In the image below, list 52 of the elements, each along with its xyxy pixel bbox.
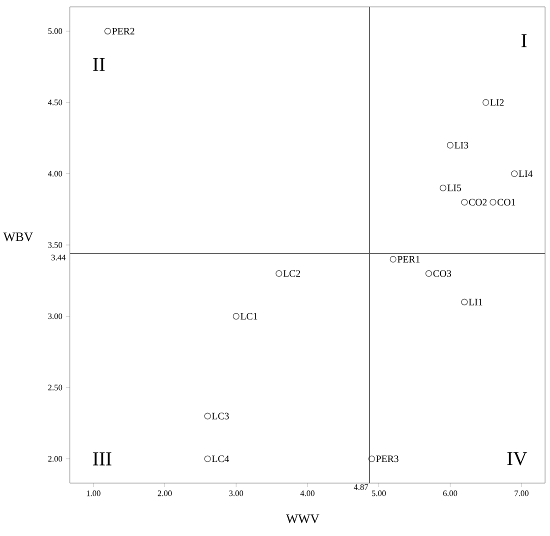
ref-line-label: 3.44	[51, 254, 66, 260]
data-label: PER2	[112, 28, 134, 34]
data-label: LI5	[447, 184, 462, 192]
annotation: IV	[507, 452, 528, 466]
point	[276, 270, 282, 277]
point	[446, 142, 454, 148]
y-tick-label: 3.00	[48, 313, 62, 319]
y-axis-title: WBV	[3, 232, 33, 241]
data-label: CO2	[468, 198, 487, 206]
y-tick-label: 4.00	[48, 170, 62, 176]
y-tick-label: 4.50	[48, 99, 62, 106]
x-axis-title: WWV	[286, 514, 320, 523]
data-label: LI3	[454, 142, 468, 148]
data-label: LI4	[518, 170, 533, 177]
annotation: II	[93, 58, 105, 71]
y-tick-label: 2.50	[48, 384, 62, 390]
y-tick-label: 3.50	[48, 242, 62, 248]
point	[490, 198, 496, 206]
point	[204, 455, 211, 462]
data-label: LC3	[212, 412, 229, 420]
data-label: PER1	[398, 256, 420, 262]
x-tick-label: 1.00	[86, 490, 100, 496]
point	[461, 298, 468, 306]
data-label: PER3	[376, 455, 398, 462]
data-label: CO1	[498, 198, 516, 206]
x-tick-label: 7.00	[514, 490, 529, 496]
data-label: LI2	[490, 98, 504, 106]
y-tick-label: 2.00	[48, 456, 62, 462]
annotation: III	[93, 452, 112, 466]
point	[232, 312, 240, 320]
x-tick-label: 6.00	[443, 490, 458, 496]
x-tick-label: 4.00	[300, 490, 314, 496]
x-tick-label: 5.00	[372, 490, 386, 496]
x-tick-label: 2.00	[158, 490, 172, 496]
data-label: LI1	[468, 298, 482, 306]
point	[390, 256, 396, 262]
point	[482, 98, 490, 106]
data-label: LC2	[283, 270, 300, 277]
data-label: LC4	[212, 455, 230, 462]
point	[204, 412, 211, 420]
point	[511, 170, 518, 177]
point	[104, 28, 111, 34]
annotation: I	[521, 34, 527, 47]
point	[368, 455, 375, 462]
y-tick-label: 5.00	[48, 28, 62, 34]
ref-line-label: 4.87	[354, 484, 368, 490]
point	[461, 198, 468, 206]
data-label: LC1	[240, 312, 258, 320]
point	[440, 184, 446, 192]
point	[426, 270, 432, 277]
x-tick-label: 3.00	[229, 490, 244, 496]
data-label: CO3	[433, 270, 452, 277]
